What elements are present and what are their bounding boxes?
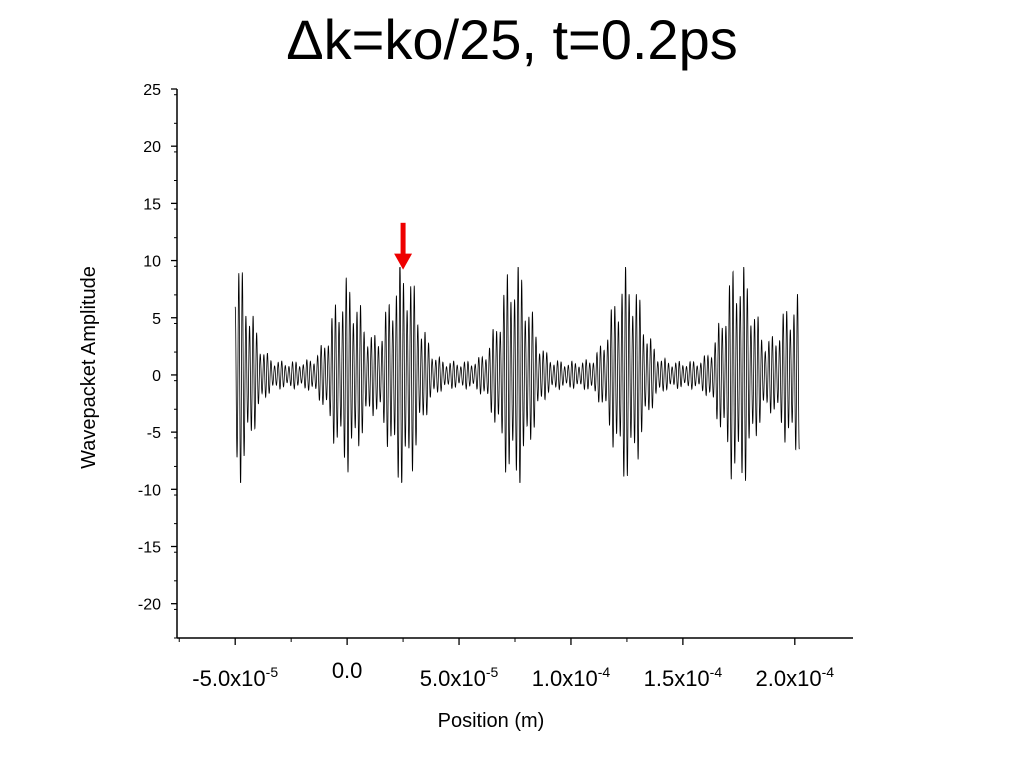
x-tick-label: 5.0x10-5 — [420, 664, 499, 691]
x-tick-label: 2.0x10-4 — [756, 664, 835, 691]
plot-area — [234, 267, 800, 483]
y-tick-label: -5 — [147, 425, 161, 442]
y-tick-label: 20 — [143, 139, 161, 156]
y-tick-label: 10 — [143, 254, 161, 271]
chart-title: Δk=ko/25, t=0.2ps — [286, 8, 738, 71]
y-ticks: 25 20 15 10 5 0 -5 -10 -15 -20 — [138, 82, 177, 639]
wavepacket-series-line — [234, 267, 800, 483]
y-tick-label: 5 — [152, 311, 161, 328]
y-tick-label: 15 — [143, 196, 161, 213]
x-tick-label: 0.0 — [332, 658, 363, 683]
y-axis-title: Wavepacket Amplitude — [78, 266, 100, 469]
x-tick-label: -5.0x10-5 — [192, 664, 278, 691]
y-tick-label: 25 — [143, 82, 161, 99]
x-tick-label: 1.5x10-4 — [644, 664, 723, 691]
y-tick-label: -15 — [138, 540, 161, 557]
y-tick-label: -10 — [138, 482, 161, 499]
x-ticks: -5.0x10-5 0.0 5.0x10-5 1.0x10-4 1.5x10-4 2.0x… — [178, 638, 835, 691]
annotation-arrow-head — [394, 253, 413, 270]
x-tick-label: 1.0x10-4 — [532, 664, 611, 691]
x-axis-title: Position (m) — [438, 710, 545, 732]
annotation-arrow — [394, 222, 413, 270]
y-tick-label: -20 — [138, 597, 161, 614]
y-tick-label: 0 — [152, 368, 161, 385]
